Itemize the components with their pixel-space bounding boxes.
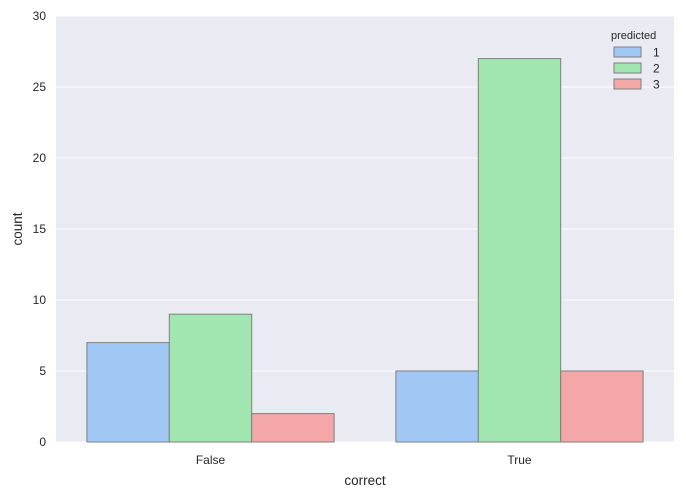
y-tick-label: 15: [33, 222, 47, 236]
legend-swatch-3: [613, 78, 642, 90]
x-axis-label: correct: [344, 473, 386, 488]
y-tick-label: 30: [33, 9, 47, 23]
legend-title: predicted: [611, 30, 656, 42]
bar-true-predicted-2: [477, 58, 562, 443]
bar-false-predicted-2: [168, 313, 253, 443]
bar-true-predicted-3: [560, 370, 644, 443]
y-tick-label: 10: [33, 293, 47, 307]
legend-swatch-1: [613, 46, 642, 58]
y-axis-ticks: 0 5 10 15 20 25 30: [33, 9, 47, 449]
x-tick-label: False: [196, 453, 226, 467]
y-axis-label: count: [10, 212, 25, 245]
bar-false-predicted-1: [86, 342, 170, 443]
bar-true-predicted-1: [395, 370, 479, 443]
x-tick-label: True: [507, 453, 532, 467]
legend-label-2: 2: [653, 62, 660, 76]
legend: predicted 1 2 3: [611, 30, 660, 92]
y-tick-label: 20: [33, 151, 47, 165]
legend-label-1: 1: [653, 46, 660, 60]
x-axis-ticks: False True: [196, 453, 532, 467]
y-tick-label: 25: [33, 80, 47, 94]
legend-label-3: 3: [653, 78, 660, 92]
bar-false-predicted-3: [251, 413, 335, 443]
legend-swatch-2: [613, 62, 642, 74]
bars: [86, 58, 644, 443]
y-tick-label: 5: [39, 364, 46, 378]
y-tick-label: 0: [39, 435, 46, 449]
